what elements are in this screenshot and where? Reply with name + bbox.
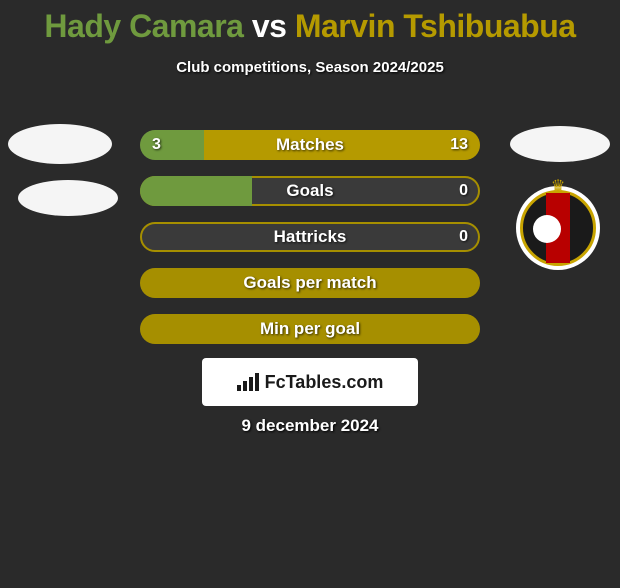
source-logo: FcTables.com <box>202 358 418 406</box>
date-label: 9 december 2024 <box>0 416 620 436</box>
lion-icon <box>533 215 561 243</box>
page-title: Hady Camara vs Marvin Tshibuabua <box>0 8 620 45</box>
subtitle: Club competitions, Season 2024/2025 <box>0 59 620 76</box>
stat-bar-goals-per-match: Goals per match <box>140 268 480 298</box>
bar-label: Hattricks <box>140 222 480 252</box>
avatar-player2 <box>510 126 610 162</box>
bar-label: Goals per match <box>140 268 480 298</box>
comparison-bars: 313Matches 0Goals 0Hattricks Goals per matc… <box>140 130 480 360</box>
bar-label: Goals <box>140 176 480 206</box>
avatar-player1 <box>8 124 112 164</box>
bar-chart-icon <box>237 373 259 391</box>
stat-bar-hattricks: 0Hattricks <box>140 222 480 252</box>
stat-bar-min-per-goal: Min per goal <box>140 314 480 344</box>
avatar-ellipse <box>510 126 610 162</box>
stat-bar-goals: 0Goals <box>140 176 480 206</box>
crest-outer: ♛ <box>516 186 600 270</box>
title-vs: vs <box>252 8 287 44</box>
badge-ellipse <box>18 180 118 216</box>
title-player1: Hady Camara <box>44 8 243 44</box>
crest-inner <box>520 190 596 266</box>
club-badge-player1 <box>18 180 118 216</box>
bar-label: Min per goal <box>140 314 480 344</box>
stat-bar-matches: 313Matches <box>140 130 480 160</box>
bar-label: Matches <box>140 130 480 160</box>
source-logo-text: FcTables.com <box>265 372 384 393</box>
title-player2: Marvin Tshibuabua <box>295 8 576 44</box>
avatar-ellipse <box>8 124 112 164</box>
club-crest-player2: ♛ <box>516 186 600 270</box>
